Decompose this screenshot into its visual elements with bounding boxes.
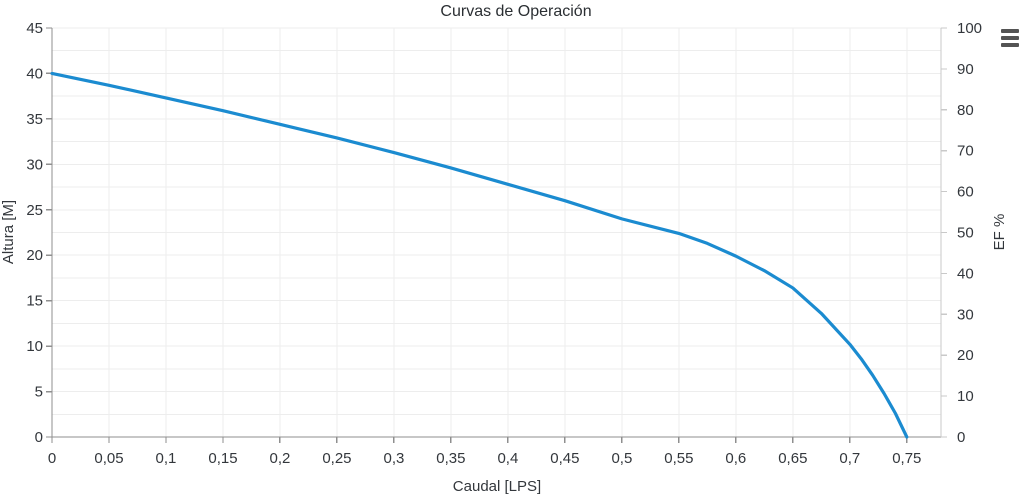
y-axis-right-tick-label: 70 — [957, 143, 974, 160]
y-axis-right-tick-label: 20 — [957, 347, 974, 364]
y-axis-left-title: Altura [M] — [0, 200, 17, 264]
y-axis-right-tick-label: 50 — [957, 225, 974, 242]
y-axis-left-tick-label: 10 — [26, 338, 43, 355]
y-axis-left-tick-label: 5 — [35, 384, 43, 401]
y-axis-left-tick-label: 30 — [26, 156, 43, 173]
x-axis-tick-label: 0,1 — [156, 450, 177, 467]
y-axis-right-tick-label: 30 — [957, 306, 974, 323]
x-axis-tick-label: 0,3 — [383, 450, 404, 467]
x-axis-tick-label: 0,75 — [892, 450, 921, 467]
x-axis-tick-label: 0,4 — [497, 450, 518, 467]
x-axis-tick-label: 0 — [48, 450, 56, 467]
x-axis-tick-label: 0,6 — [725, 450, 746, 467]
y-axis-right-tick-label: 80 — [957, 102, 974, 119]
y-axis-left-tick-label: 40 — [26, 65, 43, 82]
chart-title: Curvas de Operación — [440, 3, 591, 20]
hamburger-icon — [1001, 43, 1019, 47]
x-axis-tick-label: 0,65 — [778, 450, 807, 467]
y-axis-left-tick-label: 20 — [26, 247, 43, 264]
curve-altura — [50, 71, 909, 439]
y-axis-left-tick-label: 25 — [26, 202, 43, 219]
y-axis-left-tick-label: 15 — [26, 293, 43, 310]
y-axis-right-title: EF % — [991, 214, 1008, 251]
y-axis-left-tick-label: 0 — [35, 429, 43, 446]
y-axis-right-tick-label: 0 — [957, 429, 965, 446]
x-axis-tick-label: 0,25 — [322, 450, 351, 467]
y-axis-right-tick-label: 40 — [957, 265, 974, 282]
x-axis-tick-label: 0,15 — [208, 450, 237, 467]
x-axis-tick-label: 0,5 — [611, 450, 632, 467]
chart-render-layer: 0 0,05 0,1 0,15 0,2 0,25 0,3 0,35 0,4 0,45 0,5 0,55… — [26, 20, 982, 467]
x-axis-tick-label: 0,7 — [839, 450, 860, 467]
x-axis-tick-label: 0,55 — [664, 450, 693, 467]
hamburger-icon — [1001, 29, 1019, 33]
hamburger-icon — [1001, 36, 1019, 40]
x-axis-tick-label: 0,2 — [270, 450, 291, 467]
y-axis-right-tick-label: 10 — [957, 388, 974, 405]
x-axis-title: Caudal [LPS] — [453, 478, 541, 495]
y-axis-right-tick-label: 90 — [957, 61, 974, 78]
x-axis-tick-label: 0,45 — [550, 450, 579, 467]
export-menu-button[interactable] — [999, 27, 1021, 49]
x-axis-tick-label: 0,05 — [94, 450, 123, 467]
y-axis-left-tick-label: 35 — [26, 111, 43, 128]
y-axis-right-tick-label: 60 — [957, 184, 974, 201]
y-axis-left-tick-label: 45 — [26, 20, 43, 37]
y-axis-right-tick-label: 100 — [957, 20, 982, 37]
x-axis-tick-label: 0,35 — [436, 450, 465, 467]
